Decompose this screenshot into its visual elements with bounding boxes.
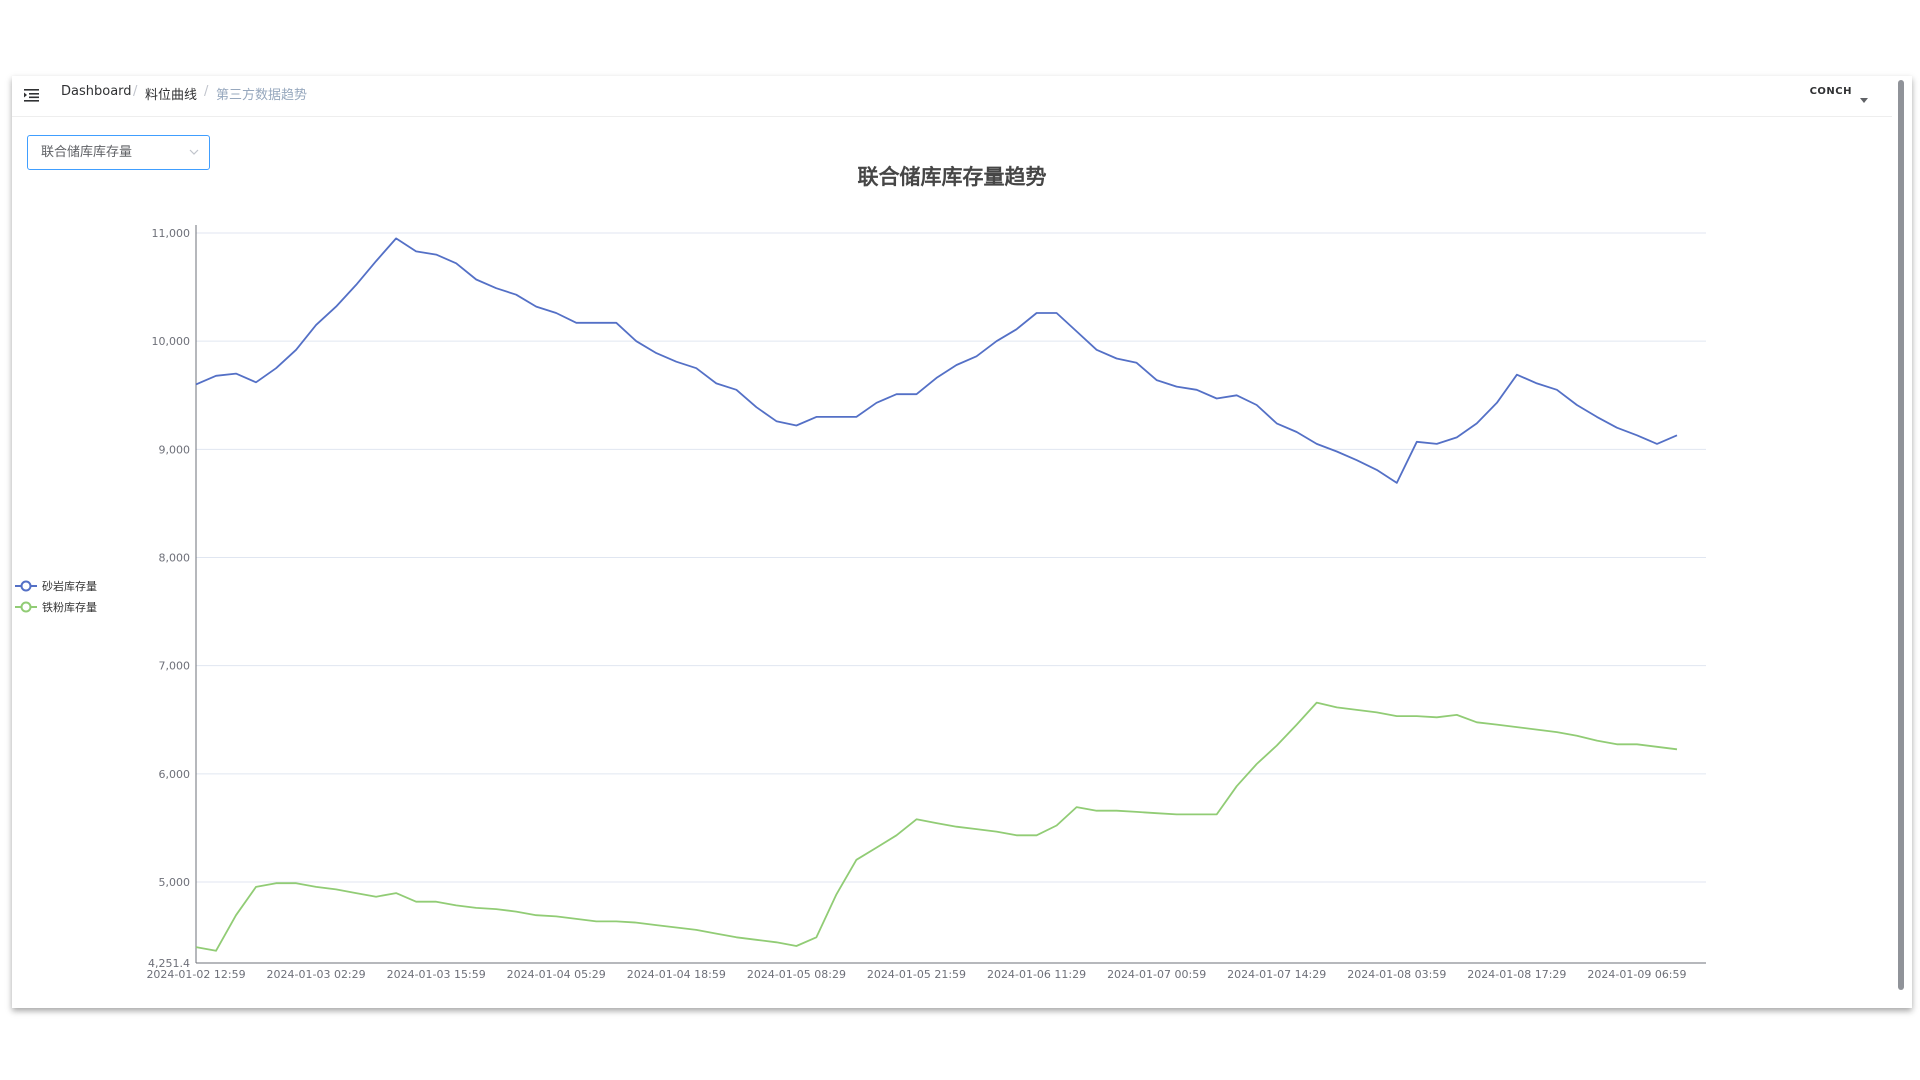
legend-label: 砂岩库存量 [42, 579, 97, 593]
breadcrumb-separator: / [133, 84, 138, 99]
x-tick-label: 2024-01-02 12:59 [146, 968, 245, 981]
x-tick-label: 2024-01-07 14:29 [1227, 968, 1326, 981]
chart-title: 联合储库库存量趋势 [858, 165, 1047, 189]
breadcrumb-link[interactable]: Dashboard [61, 84, 132, 99]
x-tick-label: 2024-01-09 06:59 [1587, 968, 1686, 981]
line-series [195, 701, 1678, 952]
line-series [195, 237, 1678, 484]
x-tick-label: 2024-01-08 17:29 [1467, 968, 1566, 981]
y-tick-label: 8,000 [159, 552, 191, 565]
breadcrumb-link[interactable]: 料位曲线 [145, 88, 198, 103]
x-tick-label: 2024-01-05 08:29 [747, 968, 846, 981]
breadcrumb-separator: / [204, 84, 209, 99]
chart: 联合储库库存量趋势 4,251.4 5,000 6,000 7,000 8,000 9,0… [15, 165, 1706, 981]
menu-toggle[interactable] [24, 88, 40, 102]
x-tick-label: 2024-01-04 05:29 [507, 968, 606, 981]
y-tick-label: 9,000 [159, 443, 191, 456]
select-value: 联合储库库存量 [41, 145, 133, 160]
y-tick-label: 10,000 [152, 335, 191, 348]
x-tick-label: 2024-01-03 15:59 [387, 968, 486, 981]
top-bar: Dashboard / 料位曲线 / 第三方数据趋势 CONCH [12, 76, 1892, 117]
y-tick-label: 7,000 [159, 660, 191, 673]
legend-icon [20, 601, 32, 613]
y-tick-label: 5,000 [159, 876, 191, 889]
y-tick-label: 6,000 [159, 768, 191, 781]
user-logo[interactable]: CONCH [1809, 86, 1852, 97]
x-tick-label: 2024-01-05 21:59 [867, 968, 966, 981]
legend-icon [20, 580, 32, 592]
x-tick-label: 2024-01-08 03:59 [1347, 968, 1446, 981]
x-tick-label: 2024-01-04 18:59 [627, 968, 726, 981]
select-arrow [189, 149, 199, 155]
select-box[interactable]: 联合储库库存量 [27, 135, 210, 170]
breadcrumb-current: 第三方数据趋势 [216, 88, 308, 103]
x-tick-label: 2024-01-06 11:29 [987, 968, 1086, 981]
legend-label: 铁粉库存量 [42, 600, 97, 614]
dropdown-caret[interactable] [1860, 98, 1868, 104]
x-tick-label: 2024-01-03 02:29 [267, 968, 366, 981]
x-tick-label: 2024-01-07 00:59 [1107, 968, 1206, 981]
window: Dashboard / 料位曲线 / 第三方数据趋势 CONCH 联合储库库存量… [12, 76, 1912, 1008]
y-tick-label: 4,251.4 [148, 957, 190, 970]
y-tick-label: 11,000 [152, 227, 191, 240]
scrollbar[interactable] [1898, 80, 1904, 990]
